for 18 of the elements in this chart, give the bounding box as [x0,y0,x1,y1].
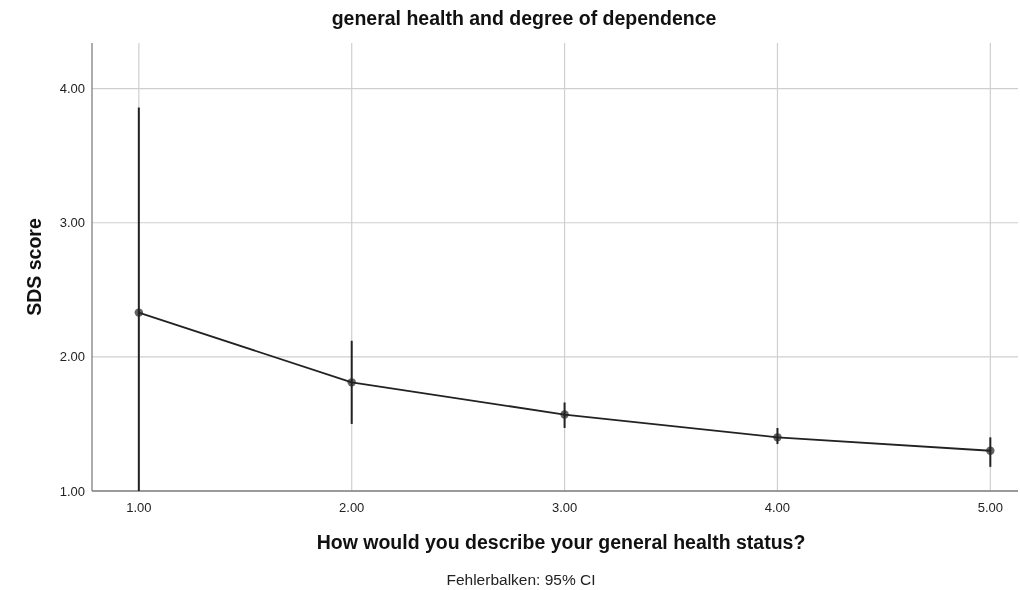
x-tick-label: 1.00 [126,500,152,515]
point [560,410,569,419]
y-tick-label: 2.00 [59,349,85,365]
text: Fehlerbalken: 95% CI [446,571,596,588]
y-tick-label: 3.00 [59,215,85,231]
y-axis-title: SDS score [23,218,45,316]
point [986,446,995,455]
x-tick-label: 2.00 [339,500,365,515]
x-tick-label: 5.00 [977,500,1003,515]
point [773,433,782,442]
point [347,378,356,387]
point [134,308,144,317]
x-axis-title: How would you describe your general health status? [316,531,806,553]
x-tick-label: 4.00 [764,500,791,515]
chart-title: general health and degree of dependence [331,7,717,29]
y-tick-label: 1.00 [59,483,85,499]
y-tick-label: 4.00 [59,81,85,97]
x-tick-label: 3.00 [551,500,578,515]
